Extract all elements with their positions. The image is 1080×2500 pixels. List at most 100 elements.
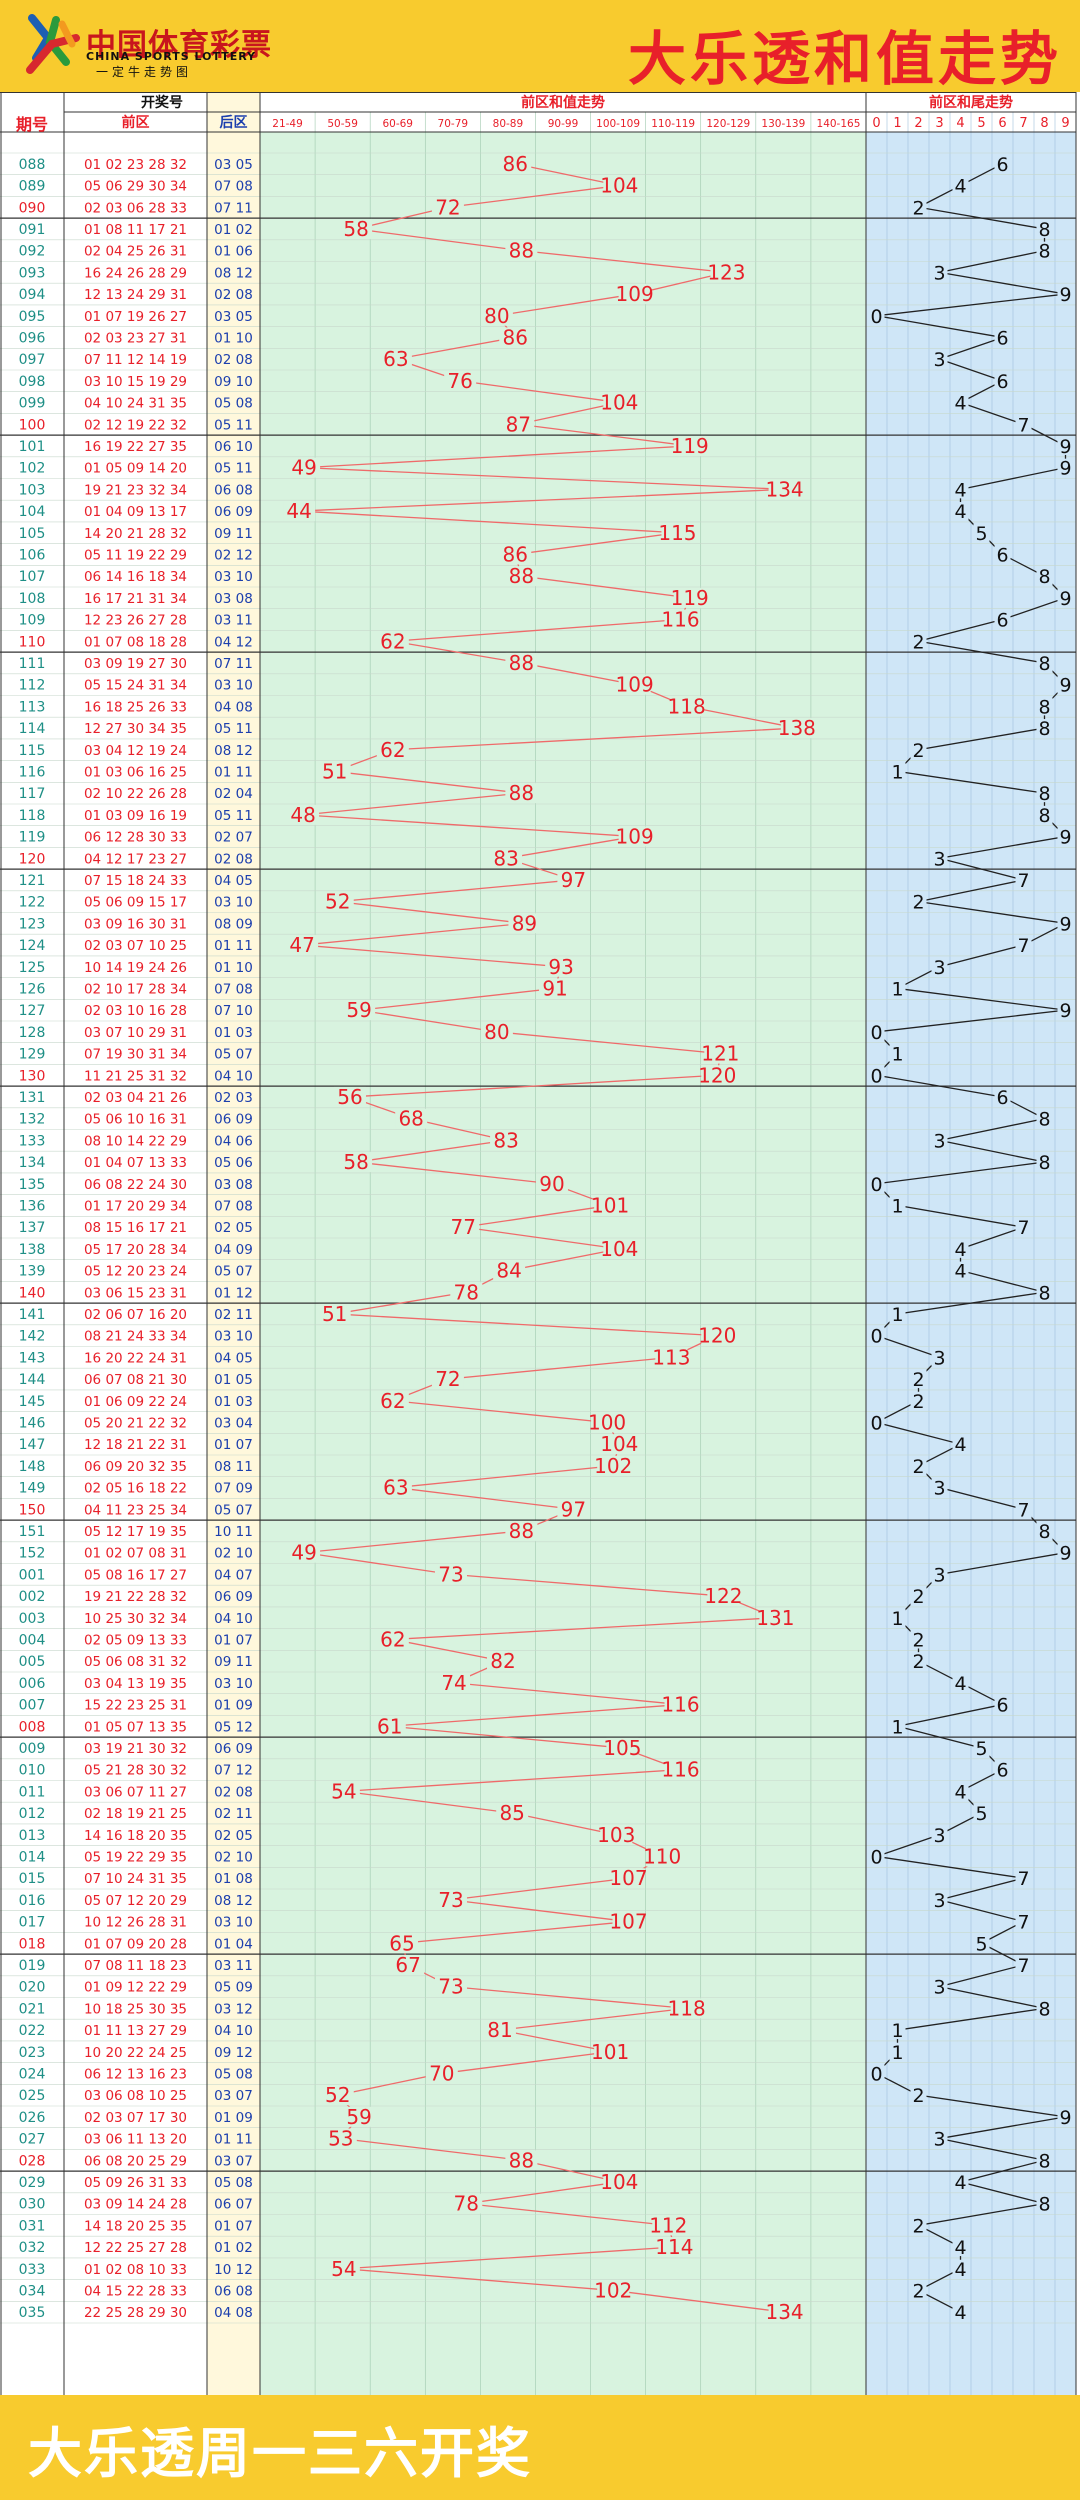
sum-value-label-bg xyxy=(539,978,572,999)
back-zone-numbers: 05 11 xyxy=(214,461,253,477)
issue-number: 008 xyxy=(19,1719,46,1735)
back-zone-numbers: 03 11 xyxy=(214,1958,253,1974)
sum-value-label-bg xyxy=(490,1130,523,1151)
sum-value-label-bg xyxy=(487,1651,520,1672)
issue-number: 096 xyxy=(19,330,46,346)
sum-value-label: 78 xyxy=(454,1280,479,1304)
front-zone-numbers: 01 07 19 26 27 xyxy=(84,309,187,325)
issue-number: 102 xyxy=(19,461,46,477)
back-zone-numbers: 02 08 xyxy=(214,1784,253,1800)
issue-number: 126 xyxy=(19,981,46,997)
tail-value-label-bg xyxy=(1057,675,1074,694)
tail-digit-tick-label: 4 xyxy=(956,116,964,131)
sum-value-label-bg xyxy=(333,1086,366,1107)
sum-value-label: 49 xyxy=(291,456,316,480)
sum-value-label-bg xyxy=(373,1716,406,1737)
issue-number: 017 xyxy=(19,1915,46,1931)
tail-value-label-bg xyxy=(952,176,969,195)
issue-number: 097 xyxy=(19,352,46,368)
sum-value-label: 102 xyxy=(594,1454,632,1478)
back-zone-numbers: 01 09 xyxy=(214,1698,253,1714)
tail-value-label: 9 xyxy=(1059,2107,1071,2129)
issue-number: 029 xyxy=(19,2175,46,2191)
front-zone-numbers: 06 12 13 16 23 xyxy=(84,2066,187,2082)
sum-value-label-bg xyxy=(483,2020,516,2041)
issue-number: 139 xyxy=(19,1264,46,1280)
tail-value-label: 8 xyxy=(1038,219,1050,241)
sum-value-label: 86 xyxy=(503,542,528,566)
sum-value-label: 101 xyxy=(591,1193,629,1217)
sum-value-label: 120 xyxy=(698,1324,736,1348)
back-zone-numbers: 02 08 xyxy=(214,851,253,867)
tail-value-label: 4 xyxy=(954,2172,966,2194)
tail-value-label-bg xyxy=(889,1196,906,1215)
sum-value-label-bg xyxy=(386,1933,419,1954)
tail-value-label-bg xyxy=(910,2086,927,2105)
sum-value-label-bg xyxy=(545,956,578,977)
sum-value-label: 59 xyxy=(346,2105,371,2129)
sum-value-label-bg xyxy=(324,2128,357,2149)
back-zone-numbers: 03 05 xyxy=(214,157,253,173)
sum-value-label: 104 xyxy=(600,1237,638,1261)
issue-number: 144 xyxy=(19,1372,46,1388)
tail-digit-tick-label: 6 xyxy=(998,116,1006,131)
tail-value-label-bg xyxy=(868,1022,885,1041)
issue-number: 104 xyxy=(19,504,46,520)
front-zone-numbers: 12 22 25 27 28 xyxy=(84,2240,187,2256)
back-zone-numbers: 09 10 xyxy=(214,374,253,390)
sum-value-label: 51 xyxy=(322,1302,347,1326)
front-zone-numbers: 05 06 09 15 17 xyxy=(84,895,187,911)
tail-value-label-bg xyxy=(1057,2107,1074,2126)
sum-range-tick-label: 50-59 xyxy=(327,118,358,130)
tail-value-label-bg xyxy=(994,154,1011,173)
issue-number: 132 xyxy=(19,1112,46,1128)
back-zone-numbers: 02 11 xyxy=(214,1307,253,1323)
tail-value-label-bg xyxy=(1015,1912,1032,1931)
issue-number: 035 xyxy=(19,2305,46,2321)
issue-number: 138 xyxy=(19,1242,46,1258)
tail-value-label: 3 xyxy=(933,1825,945,1847)
tail-value-label-bg xyxy=(910,198,927,217)
tail-value-label-bg xyxy=(1057,1543,1074,1562)
sum-value-label-bg xyxy=(395,1108,428,1129)
issue-number: 131 xyxy=(19,1090,46,1106)
sum-value-label: 83 xyxy=(493,846,518,870)
tail-value-label-bg xyxy=(994,371,1011,390)
tail-value-label-bg xyxy=(868,2064,885,2083)
front-zone-numbers: 02 18 19 21 25 xyxy=(84,1806,187,1822)
sum-value-label: 78 xyxy=(454,2192,479,2216)
tail-value-label: 6 xyxy=(996,544,1008,566)
tail-value-label-bg xyxy=(1036,241,1053,260)
front-zone-numbers: 03 09 14 24 28 xyxy=(84,2197,187,2213)
back-zone-numbers: 01 07 xyxy=(214,1632,253,1648)
issue-number: 145 xyxy=(19,1394,46,1410)
sum-value-label-bg xyxy=(287,804,320,825)
back-zone-numbers: 03 08 xyxy=(214,1177,253,1193)
issue-number: 093 xyxy=(19,265,46,281)
sum-value-label-bg xyxy=(780,718,813,739)
tail-value-label: 9 xyxy=(1059,284,1071,306)
tail-value-label: 0 xyxy=(870,1174,882,1196)
front-zone-numbers: 06 08 20 25 29 xyxy=(84,2153,187,2169)
tail-value-label-bg xyxy=(1036,784,1053,803)
tail-value-label-bg xyxy=(931,1977,948,1996)
sum-value-label-bg xyxy=(321,891,354,912)
back-zone-numbers: 04 08 xyxy=(214,699,253,715)
front-zone-numbers: 06 09 20 32 35 xyxy=(84,1459,187,1475)
tail-value-label-bg xyxy=(1057,458,1074,477)
back-zone-numbers: 05 07 xyxy=(214,1047,253,1063)
front-zone-numbers: 01 07 09 20 28 xyxy=(84,1936,187,1952)
sum-value-label: 68 xyxy=(398,1107,423,1131)
issue-number: 118 xyxy=(19,808,46,824)
issue-number: 150 xyxy=(19,1502,46,1518)
issue-number: 010 xyxy=(19,1763,46,1779)
front-zone-numbers: 01 03 06 16 25 xyxy=(84,764,187,780)
issue-number: 013 xyxy=(19,1828,46,1844)
back-zone-numbers: 07 10 xyxy=(214,1003,253,1019)
back-zone-numbers: 03 10 xyxy=(214,1915,253,1931)
tail-value-label-bg xyxy=(952,2238,969,2257)
tail-value-label-bg xyxy=(889,979,906,998)
back-zone-numbers: 03 07 xyxy=(214,2153,253,2169)
tail-value-label-bg xyxy=(952,480,969,499)
front-zone-numbers: 02 05 09 13 33 xyxy=(84,1632,187,1648)
